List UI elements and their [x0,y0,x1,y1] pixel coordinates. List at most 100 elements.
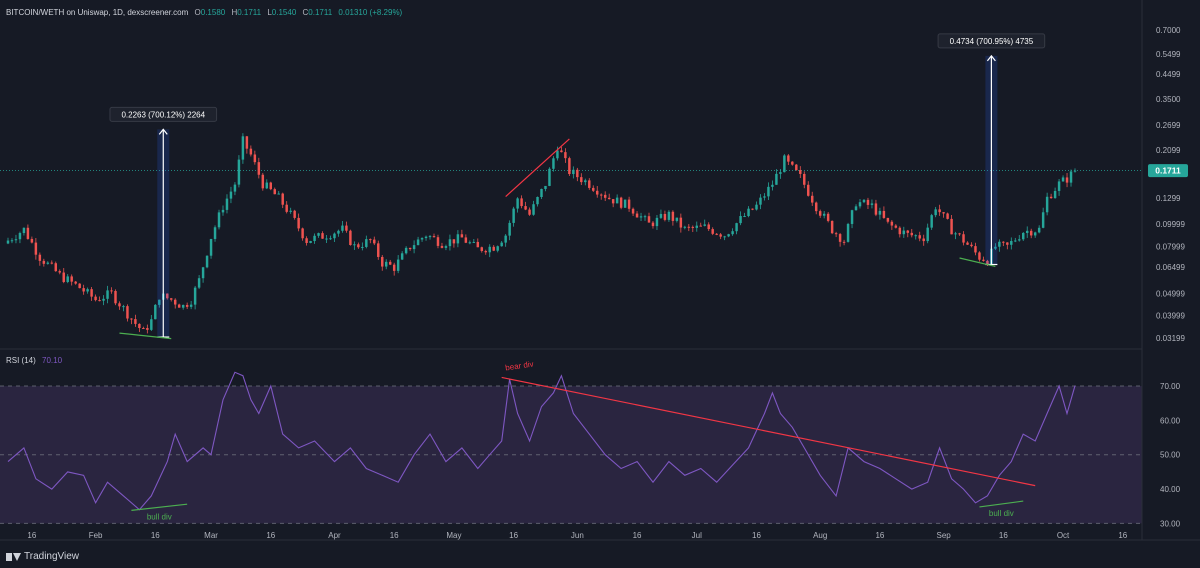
price-range-tool[interactable]: 0.4734 (700.95%) 4735 [937,33,1046,266]
candle [173,298,177,309]
candle [10,238,14,244]
price-tick-label: 0.09999 [1156,220,1185,229]
candle [273,187,276,195]
rsi-legend: RSI (14) 70.10 [6,356,63,365]
candle [480,246,484,253]
candle [918,231,921,242]
candle [998,239,1001,252]
candle [882,206,886,219]
time-tick-label: 16 [752,531,761,540]
candle [763,193,766,201]
price-range-label-box [109,106,218,122]
time-axis[interactable]: 16 Feb 16 Mar 16 Apr 16 May 16 Jun 16 Jul 16 Aug 16 Sep… [27,531,1127,540]
candle [74,280,77,285]
candle [878,207,882,220]
rsi-bear-div[interactable]: bear div [501,360,1036,487]
candle [894,224,898,229]
tradingview-logo[interactable]: TradingView [6,551,79,562]
candle [982,256,985,262]
candle [225,194,229,214]
price-axis[interactable]: 0.7000 0.5499 0.4499 0.3500 0.2699 0.2099 0.12… [1156,26,1185,343]
time-tick-label: 16 [509,531,518,540]
candle [703,219,706,227]
candle [150,314,153,332]
candle [1057,179,1061,196]
candle [862,199,866,204]
last-price-badge [1148,164,1188,178]
rsi-tick-label: 50.00 [1160,451,1181,460]
rsi-axis[interactable]: 70.00 60.00 50.00 40.00 30.00 [1160,382,1181,528]
candle [1025,226,1029,238]
candle [795,163,798,171]
candle [663,210,667,222]
candle [257,157,261,179]
time-tick-label: Sep [936,531,951,540]
candle [735,222,738,235]
time-tick-label: Jul [692,531,702,540]
legend-low-value: 0.1540 [272,8,297,17]
candle [592,185,595,192]
candle [313,233,316,244]
candle [90,286,93,301]
candle [719,232,722,240]
candle [154,304,157,320]
candle [902,226,906,238]
divergence-label: bull div [147,512,172,521]
candle [548,167,551,187]
price-divergence-line[interactable] [959,257,996,268]
legend-close-label: C [303,8,309,17]
candle [488,244,491,258]
candle [229,186,233,204]
candle [177,303,181,308]
candle [580,173,583,186]
candle [1053,187,1057,199]
price-tick-label: 0.1299 [1156,194,1181,203]
candle [317,232,320,238]
candle [560,146,563,153]
candle [432,233,436,238]
candle [134,314,137,327]
rsi-bull-div[interactable]: bull div [979,500,1024,518]
candle [826,212,830,223]
candle [98,296,101,302]
price-range-tool[interactable]: 0.2263 (700.12%) 2264 [109,106,218,338]
candle [723,235,726,241]
price-trendline[interactable] [505,138,570,197]
candle [249,145,253,157]
candle [1061,175,1065,182]
time-tick-label: 16 [1118,531,1127,540]
candle [866,197,870,210]
candle [1006,242,1009,250]
candle [584,178,587,186]
candle [966,241,969,245]
candle [456,230,460,248]
candle [767,182,770,201]
candle [241,133,245,164]
price-divergence-line[interactable] [119,332,172,340]
candle [671,210,675,226]
legend-open-label: O [195,8,201,17]
candle [381,255,384,271]
rsi-legend-value: 70.10 [42,356,63,365]
candle [1010,237,1013,250]
price-range-label: 0.4734 (700.95%) 4735 [950,37,1034,46]
candle [70,274,73,286]
tradingview-wordmark: TradingView [24,551,80,562]
candle [906,229,910,238]
price-range-arrow [158,128,168,135]
candle [942,211,945,218]
candle [253,150,257,165]
candle [361,242,364,251]
rsi-bull-div[interactable]: bull div [131,503,188,521]
candle [1037,225,1041,234]
candle [181,304,185,310]
drawing-tools[interactable]: 0.2263 (700.12%) 2264 0.4734 (700.95%) 47… [109,33,1046,521]
candle [639,212,643,221]
candle [946,212,949,220]
candle [404,246,408,255]
rsi-tick-label: 30.00 [1160,519,1181,528]
price-tick-label: 0.04999 [1156,289,1185,298]
candle [647,212,651,223]
candle [34,238,38,260]
